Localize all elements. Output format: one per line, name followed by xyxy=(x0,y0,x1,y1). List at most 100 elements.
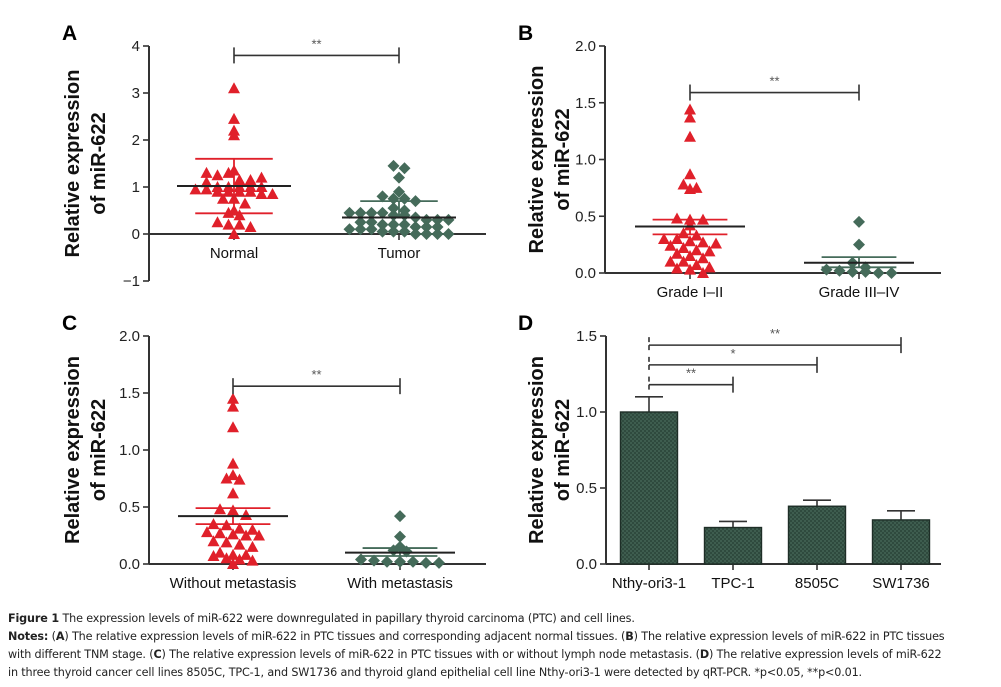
data-point-triangle xyxy=(697,236,709,248)
data-point-diamond xyxy=(420,556,432,569)
data-point-diamond xyxy=(431,220,444,233)
data-point-diamond xyxy=(872,267,885,279)
data-point-diamond xyxy=(442,228,455,240)
data-point-diamond xyxy=(853,215,865,228)
data-point-triangle xyxy=(677,227,690,239)
data-point-triangle xyxy=(189,183,202,195)
caption-notes-line: in three thyroid cancer cell lines 8505C… xyxy=(8,664,998,682)
x-category-label: With metastasis xyxy=(347,575,453,592)
data-point-triangle xyxy=(703,261,716,273)
bar xyxy=(619,411,679,565)
data-point-triangle xyxy=(690,259,703,271)
x-category-label: 8505C xyxy=(795,575,839,592)
data-point-triangle xyxy=(214,527,226,539)
data-point-diamond xyxy=(394,530,406,543)
y-tick-label: 2.0 xyxy=(575,38,596,55)
data-point-triangle xyxy=(233,473,246,485)
data-point-triangle xyxy=(211,169,224,181)
data-point-triangle xyxy=(684,103,696,115)
data-point-triangle xyxy=(220,536,233,548)
data-point-triangle xyxy=(684,235,696,247)
data-point-triangle xyxy=(200,183,213,195)
data-point-triangle xyxy=(664,255,677,267)
data-point-triangle xyxy=(220,472,233,484)
caption-notes-line: with different TNM stage. (C) The relati… xyxy=(8,646,998,664)
data-point-diamond xyxy=(387,159,400,172)
x-category-label: Nthy-ori3-1 xyxy=(612,575,686,592)
data-point-triangle xyxy=(240,508,252,520)
data-point-diamond xyxy=(885,267,898,279)
data-point-diamond xyxy=(431,228,444,240)
caption-notes-line: Notes: (A) The relative expression level… xyxy=(8,628,998,646)
x-category-label: Grade III–IV xyxy=(819,284,900,301)
data-point-triangle xyxy=(677,178,690,190)
data-point-triangle xyxy=(207,550,220,562)
data-point-triangle xyxy=(222,185,235,197)
data-point-triangle xyxy=(227,558,239,569)
y-axis-label: Relative expression xyxy=(62,356,84,544)
bar xyxy=(787,505,847,565)
data-point-triangle xyxy=(214,546,226,558)
panel-a: A Relative expression of miR-622 −1 0 1 2 3 4 Nor… xyxy=(62,22,486,290)
data-point-triangle xyxy=(658,232,670,244)
data-point-triangle xyxy=(703,245,716,257)
data-point-triangle xyxy=(671,212,683,224)
data-point-diamond xyxy=(376,218,389,231)
data-point-diamond xyxy=(394,555,406,568)
data-point-triangle xyxy=(222,166,235,178)
data-point-diamond xyxy=(343,223,356,236)
y-tick-label: 0.5 xyxy=(119,499,140,516)
caption-text: ) The relative expression levels of miR-… xyxy=(633,630,945,643)
data-point-triangle xyxy=(690,244,703,256)
data-point-triangle xyxy=(233,553,246,565)
data-point-diamond xyxy=(409,220,422,233)
data-point-triangle xyxy=(207,535,220,547)
data-point-diamond xyxy=(387,202,400,215)
data-point-triangle xyxy=(220,552,233,564)
data-point-diamond xyxy=(381,555,393,568)
data-point-triangle xyxy=(240,548,252,560)
y-axis-label: Relative expression xyxy=(526,356,548,544)
significance-label: * xyxy=(730,346,735,361)
data-point-triangle xyxy=(239,197,251,209)
data-point-triangle xyxy=(253,529,265,541)
data-point-triangle xyxy=(222,218,235,230)
caption-text: ) The relative expression levels of miR-… xyxy=(64,630,626,643)
caption-panel-ref: D xyxy=(699,648,709,661)
data-point-triangle xyxy=(227,392,239,404)
y-tick-label: 3 xyxy=(132,85,140,102)
x-category-label: Grade I–II xyxy=(657,284,724,301)
data-point-diamond xyxy=(365,216,378,229)
data-point-triangle xyxy=(227,457,239,469)
data-point-diamond xyxy=(354,206,367,219)
panel-letter: B xyxy=(518,22,533,45)
data-point-triangle xyxy=(255,188,268,200)
caption-panel-ref: C xyxy=(153,648,162,661)
y-tick-label: 1 xyxy=(132,179,140,196)
y-tick-label: 2.0 xyxy=(119,328,140,345)
data-point-triangle xyxy=(244,185,257,197)
caption-panel-ref: A xyxy=(55,630,65,643)
data-point-triangle xyxy=(222,206,235,218)
data-point-triangle xyxy=(200,166,213,178)
data-point-triangle xyxy=(266,188,279,200)
data-point-triangle xyxy=(233,218,246,230)
panel-letter: A xyxy=(62,22,77,45)
data-point-triangle xyxy=(246,554,259,566)
y-axis-label: of miR-622 xyxy=(552,399,574,501)
y-tick-label: 0.5 xyxy=(575,208,596,225)
data-point-triangle xyxy=(228,228,240,239)
y-axis-label: of miR-622 xyxy=(552,108,574,210)
x-category-label: TPC-1 xyxy=(711,575,754,592)
data-point-triangle xyxy=(233,522,246,534)
y-tick-label: 0.5 xyxy=(576,480,597,497)
significance-label: ** xyxy=(311,367,321,382)
y-axis-label: of miR-622 xyxy=(88,399,110,501)
data-point-triangle xyxy=(671,232,683,244)
data-point-diamond xyxy=(343,206,356,219)
data-point-triangle xyxy=(227,548,239,560)
y-tick-label: 4 xyxy=(132,38,140,55)
panel-letter: D xyxy=(518,312,533,335)
significance-label: ** xyxy=(686,366,696,381)
y-tick-label: 1.5 xyxy=(575,95,596,112)
